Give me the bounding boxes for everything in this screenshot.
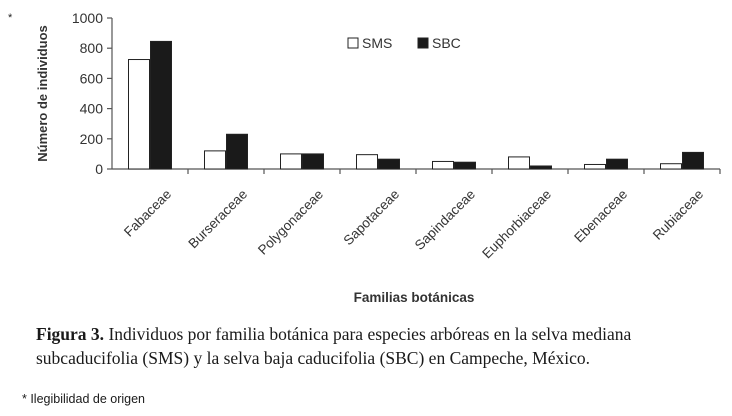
y-tick-label: 800 (80, 40, 104, 56)
x-tick-label: Rubiaceae (650, 187, 706, 243)
caption-text: Individuos por familia botánica para esp… (36, 324, 632, 368)
x-tick-label: Polygonaceae (255, 187, 326, 258)
bar-sbc-ebenaceae (606, 158, 628, 170)
bar-sms-ebenaceae (584, 163, 606, 170)
bar-sbc-sapotaceae (378, 158, 400, 170)
bar-sbc-fabaceae (150, 40, 172, 170)
y-tick-label: 200 (80, 131, 104, 147)
x-axis-title: Familias botánicas (354, 290, 475, 305)
bar-sbc-sapindaceae (454, 161, 476, 170)
y-tick-label: 0 (95, 161, 103, 177)
corner-asterisk: * (8, 12, 13, 24)
x-tick-label: Sapindaceae (412, 187, 478, 253)
bar-sms-sapotaceae (356, 154, 378, 170)
y-axis-title: Número de individuos (35, 25, 50, 162)
x-tick-label: Fabaceae (121, 187, 174, 240)
bar-chart: 0 200 400 600 800 1000 Número de individuos Fab… (35, 10, 721, 305)
bar-sms-polygonaceae (280, 153, 302, 170)
y-tick-label: 600 (80, 70, 104, 86)
bar-sms-burseraceae (204, 150, 226, 170)
bar-sms-euphorbiaceae (508, 156, 530, 170)
x-tick-label: Euphorbiaceae (479, 187, 554, 262)
bar-sbc-rubiaceae (682, 151, 704, 170)
footnote: * Ilegibilidad de origen (22, 392, 146, 406)
bar-sbc-euphorbiaceae (530, 165, 552, 170)
bar-sbc-polygonaceae (302, 153, 324, 170)
x-tick-label: Sapotaceae (341, 187, 403, 249)
legend-swatch-sbc (417, 37, 429, 49)
bar-sbc-burseraceae (226, 133, 248, 170)
bar-sms-rubiaceae (660, 163, 682, 170)
bar-sms-sapindaceae (432, 160, 454, 170)
bar-sms-fabaceae (128, 59, 150, 170)
y-tick-label: 400 (80, 101, 104, 117)
legend-swatch-sms (347, 37, 359, 49)
x-tick-label: Burseraceae (185, 187, 250, 252)
figure-caption: Figura 3. Individuos por familia botánic… (36, 322, 726, 370)
legend-label-sbc: SBC (432, 35, 461, 51)
legend-label-sms: SMS (362, 35, 392, 51)
y-tick-label: 1000 (72, 10, 103, 26)
caption-label: Figura 3. (36, 324, 105, 344)
x-tick-label: Ebenaceae (571, 187, 630, 246)
